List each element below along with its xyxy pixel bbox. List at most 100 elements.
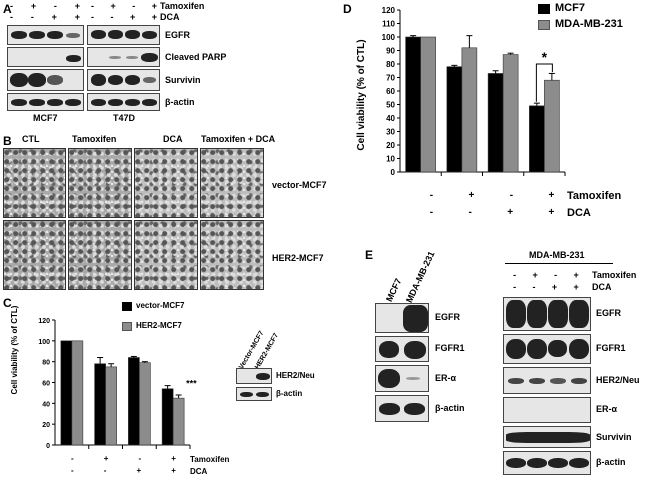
significance-bracket <box>535 63 553 102</box>
panel-c-tamoxifen-signs: - + - + <box>71 454 176 463</box>
panel-d-dca-signs: - - + + <box>429 207 555 218</box>
blot-t47d-survivin <box>87 69 160 91</box>
panel-a-t47d-tamoxifen-signs: - + - + <box>91 1 157 11</box>
significance-marker: * <box>542 49 548 65</box>
blot-t47d-cleaved-parp <box>87 47 160 67</box>
blot-e-right-her2neu <box>503 367 591 394</box>
panel-e-left-protein-fgfr1: FGFR1 <box>435 343 465 353</box>
panel-d-ylabel: Cell viability (% of CTL) <box>356 39 367 151</box>
legend-d-mcf7-swatch <box>538 4 550 14</box>
panel-c-dca-label: DCA <box>190 467 208 476</box>
panel-a-protein-cleaved-parp: Cleaved PARP <box>165 52 227 62</box>
panel-c-label: C <box>3 296 12 310</box>
panel-b-label: B <box>3 134 12 148</box>
bar <box>446 66 463 173</box>
chart-c: 0 20 40 60 80 100 120 *** <box>38 318 197 450</box>
bar <box>128 357 140 446</box>
y-tick-label: 100 <box>38 339 50 346</box>
y-tick-label: 100 <box>382 33 396 42</box>
bar <box>420 36 436 173</box>
micrograph-vector-tamoxifen <box>68 148 132 218</box>
bar <box>139 362 151 446</box>
panel-b-row-her2: HER2-MCF7 <box>272 253 324 263</box>
micrograph-her2-tamoxifen-dca <box>200 220 264 290</box>
panel-e-right-protein-survivin: Survivin <box>596 432 632 442</box>
panel-d-tamoxifen-signs: - + - + <box>429 190 555 201</box>
y-tick-label: 120 <box>38 318 50 325</box>
y-tick-label: 40 <box>386 114 395 123</box>
panel-e-left-protein-er-alpha: ER-α <box>435 373 457 383</box>
panel-b-col-tamoxifen: Tamoxifen <box>72 134 117 144</box>
panel-d-dca-label: DCA <box>567 207 591 219</box>
blot-e-left-fgfr1 <box>375 336 429 362</box>
panel-e-left-protein-beta-actin: β-actin <box>435 403 465 413</box>
legend-d-mda-swatch <box>538 20 550 30</box>
panel-a-cellline-t47d: T47D <box>113 113 136 123</box>
chart-d: 0 10 20 30 40 50 60 70 80 90 100 110 120 * <box>382 6 566 177</box>
bar <box>60 340 73 446</box>
y-tick-label: 0 <box>391 168 396 177</box>
y-tick-label: 20 <box>386 141 395 150</box>
blot-e-right-er-alpha <box>503 397 591 423</box>
panel-e-right-title-underline <box>505 263 613 264</box>
significance-marker: *** <box>186 379 197 389</box>
legend-c-vector-swatch <box>122 302 132 311</box>
legend-c-her2-swatch <box>122 322 132 331</box>
panel-a-dca-label: DCA <box>160 12 180 22</box>
micrograph-her2-ctl <box>3 220 66 290</box>
blot-e-right-egfr <box>503 297 591 331</box>
bar <box>71 340 84 446</box>
y-tick-label: 80 <box>386 60 395 69</box>
panel-e-right-protein-egfr: EGFR <box>596 308 622 318</box>
panel-e-dca-label: DCA <box>592 282 612 292</box>
panel-e-right-protein-beta-actin: β-actin <box>596 457 626 467</box>
y-tick-label: 20 <box>42 422 50 429</box>
bar <box>405 36 421 173</box>
bar <box>105 366 117 446</box>
micrograph-vector-dca <box>134 148 198 218</box>
y-tick-label: 60 <box>42 381 50 388</box>
panel-e-right-protein-er-alpha: ER-α <box>596 404 618 414</box>
micrograph-vector-ctl <box>3 148 66 218</box>
panel-a-tamoxifen-label: Tamoxifen <box>160 1 205 11</box>
blot-e-right-beta-actin <box>503 451 591 475</box>
panel-d-tamoxifen-label: Tamoxifen <box>567 190 622 202</box>
panel-e-header-mcf7: MCF7 <box>384 276 404 304</box>
y-tick-label: 70 <box>386 74 395 83</box>
panel-a-protein-egfr: EGFR <box>165 30 191 40</box>
panel-c-tamoxifen-label: Tamoxifen <box>190 455 230 464</box>
panel-e-label: E <box>365 248 374 262</box>
panel-a-cellline-mcf7: MCF7 <box>33 113 58 123</box>
y-tick-label: 30 <box>386 128 395 137</box>
bar <box>94 363 106 446</box>
panel-a-label: A <box>3 2 12 16</box>
panel-b-col-dca: DCA <box>163 134 183 144</box>
blot-c-beta-actin <box>236 387 272 401</box>
panel-e-tamoxifen-label: Tamoxifen <box>592 270 637 280</box>
micrograph-her2-dca <box>134 220 198 290</box>
blot-t47d-egfr <box>87 25 160 45</box>
panel-e-tamoxifen-signs: - + - + <box>513 270 579 280</box>
legend-c-her2: HER2-MCF7 <box>136 321 182 330</box>
blot-mcf7-beta-actin <box>7 93 84 111</box>
micrograph-her2-tamoxifen <box>68 220 132 290</box>
panel-e-dca-signs: - - + + <box>513 282 579 292</box>
panel-a-mcf7-dca-signs: - - + + <box>10 12 80 22</box>
panel-c-blot-protein-beta-actin: β-actin <box>276 389 303 398</box>
blot-mcf7-cleaved-parp <box>7 47 84 67</box>
legend-c-vector: vector-MCF7 <box>136 301 185 310</box>
y-tick-label: 120 <box>382 6 396 15</box>
panel-d-label: D <box>343 2 352 16</box>
panel-b-col-ctl: CTL <box>22 134 40 144</box>
blot-e-right-fgfr1 <box>503 334 591 364</box>
bar <box>544 79 560 173</box>
blot-e-left-egfr <box>375 303 429 333</box>
bar <box>502 54 519 173</box>
y-tick-label: 40 <box>42 401 50 408</box>
blot-mcf7-survivin <box>7 69 84 91</box>
blot-e-right-survivin <box>503 426 591 448</box>
micrograph-vector-tamoxifen-dca <box>200 148 264 218</box>
bar <box>487 73 504 173</box>
blot-t47d-beta-actin <box>87 93 160 111</box>
y-tick-label: 50 <box>386 101 395 110</box>
